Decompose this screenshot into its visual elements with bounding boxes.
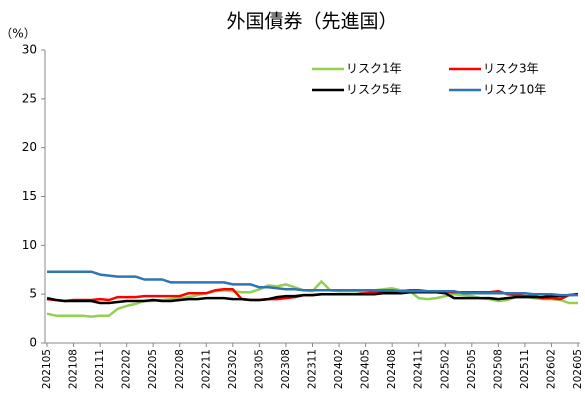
legend-label: リスク10年 xyxy=(483,83,546,97)
legend-label: リスク1年 xyxy=(346,62,402,76)
series-line xyxy=(47,270,578,297)
x-tick-label: 202111 xyxy=(94,349,106,389)
series-line xyxy=(46,290,579,305)
x-tick-label: 202408 xyxy=(386,349,398,389)
y-tick-label: 10 xyxy=(22,238,37,252)
legend-label: リスク5年 xyxy=(346,83,402,97)
x-tick-label: 202311 xyxy=(307,349,319,389)
x-tick-label: 202108 xyxy=(68,349,80,389)
x-tick-label: 202305 xyxy=(253,349,265,389)
legend-label: リスク3年 xyxy=(483,62,539,76)
x-tick-label: 202211 xyxy=(200,349,212,389)
x-tick-label: 202208 xyxy=(174,349,186,389)
y-tick-label: 15 xyxy=(22,189,37,203)
x-tick-label: 202508 xyxy=(492,349,504,389)
x-tick-label: 202411 xyxy=(413,349,425,389)
y-axis-label: （%） xyxy=(0,27,35,41)
x-tick-label: 202605 xyxy=(572,349,584,389)
x-tick-label: 202602 xyxy=(545,349,557,389)
y-tick-label: 5 xyxy=(29,287,37,301)
x-tick-label: 202202 xyxy=(121,349,133,389)
x-tick-label: 202502 xyxy=(439,349,451,389)
y-tick-label: 20 xyxy=(22,140,37,154)
chart-title: 外国債券（先進国） xyxy=(226,11,397,33)
x-tick-label: 202505 xyxy=(466,349,478,389)
x-tick-label: 202402 xyxy=(333,349,345,389)
x-tick-label: 202205 xyxy=(147,349,159,389)
x-tick-label: 202308 xyxy=(280,349,292,389)
x-tick-label: 202105 xyxy=(41,349,53,389)
y-tick-label: 30 xyxy=(22,43,37,57)
y-tick-label: 0 xyxy=(29,336,37,350)
x-tick-label: 202511 xyxy=(519,349,531,389)
y-tick-label: 25 xyxy=(22,91,37,105)
x-tick-label: 202302 xyxy=(227,349,239,389)
x-tick-label: 202405 xyxy=(360,349,372,389)
